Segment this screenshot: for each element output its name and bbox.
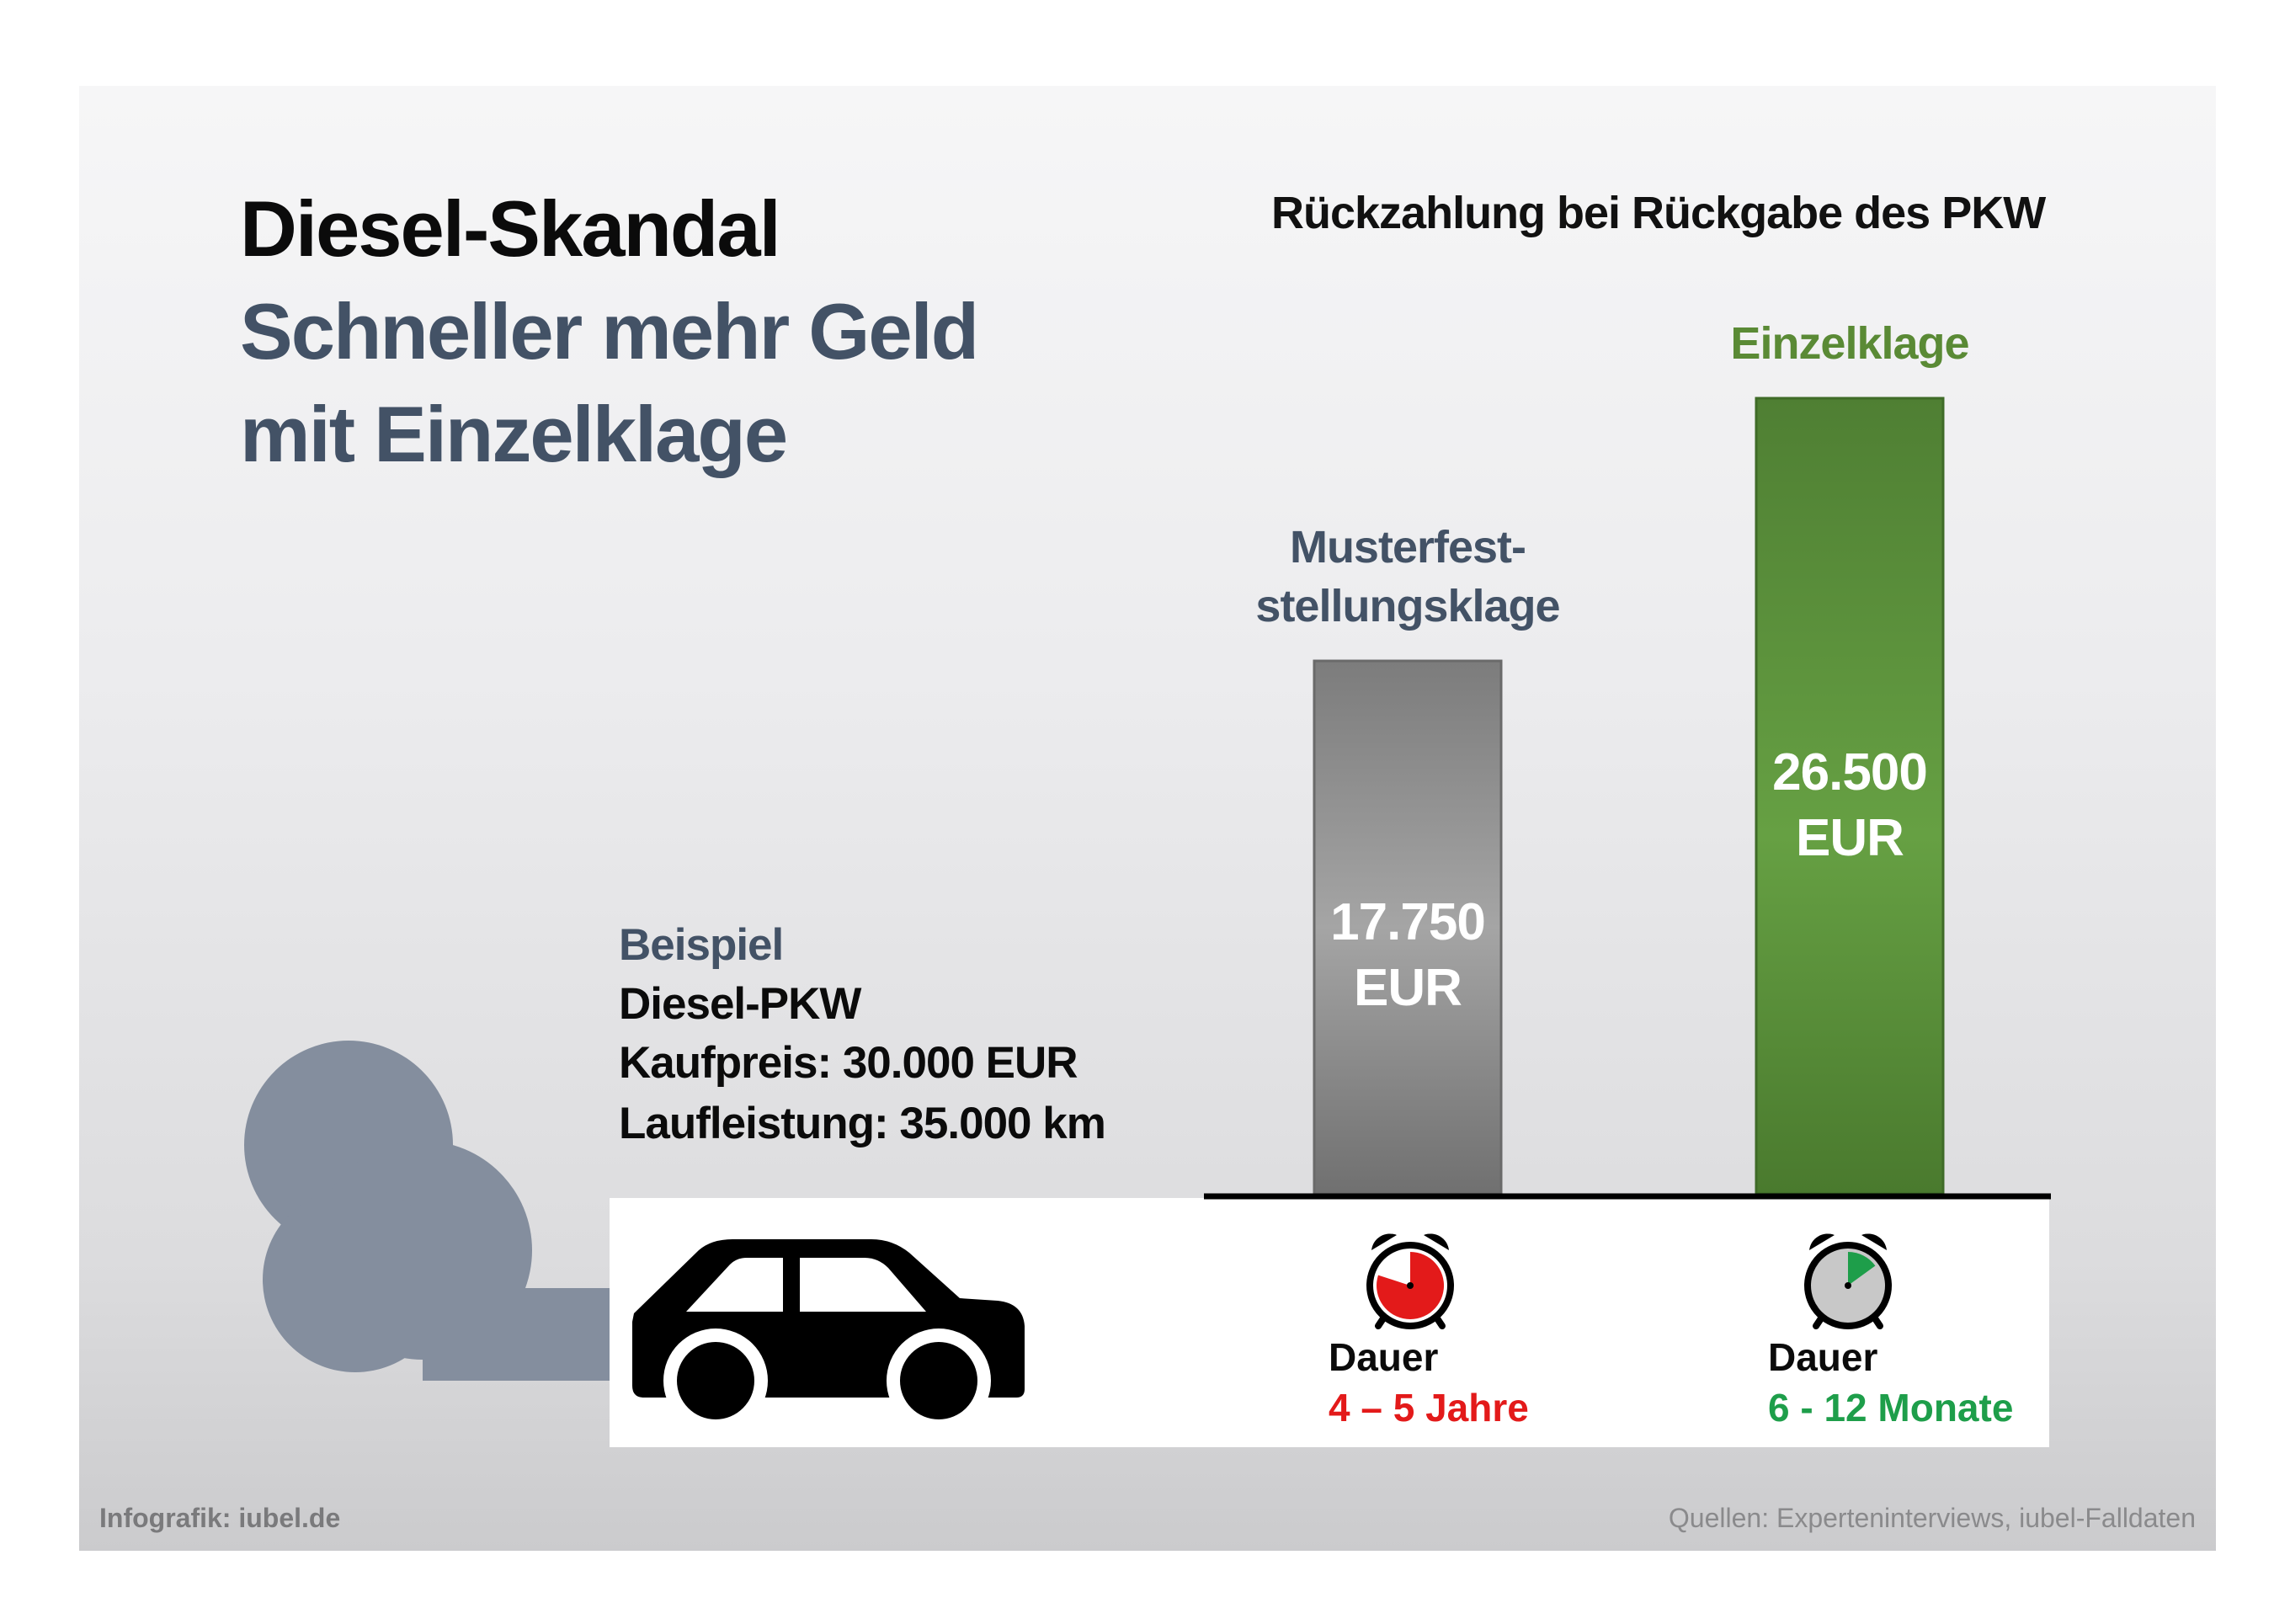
bar-value-label: 17.750 EUR <box>1330 893 1486 1018</box>
bar-0 <box>1313 659 1503 1195</box>
bar-1 <box>1755 397 1945 1195</box>
page-subtitle-line2: mit Einzelklage <box>240 390 788 478</box>
bar-category-label: Einzelklage <box>1730 318 1969 369</box>
duration-label: Dauer <box>1768 1335 1878 1379</box>
example-purchase-price: Kaufpreis: 30.000 EUR <box>619 1038 1078 1088</box>
page-title: Diesel-Skandal <box>240 184 781 273</box>
duration-value: 6 - 12 Monate <box>1768 1386 2014 1430</box>
car-icon <box>632 1239 1025 1433</box>
alarm-clock-icon <box>1804 1233 1892 1329</box>
exhaust-smoke-icon <box>244 1041 633 1381</box>
alarm-clock-icon <box>1366 1233 1454 1329</box>
duration-value: 4 – 5 Jahre <box>1329 1386 1529 1430</box>
example-label: Beispiel <box>619 920 784 970</box>
page-subtitle-line1: Schneller mehr Geld <box>240 287 979 375</box>
duration-label: Dauer <box>1329 1335 1439 1379</box>
infographic-credit: Infografik: iubel.de <box>99 1503 341 1533</box>
bar-value-label: 26.500 EUR <box>1772 743 1928 868</box>
chart-title: Rückzahlung bei Rückgabe des PKW <box>1271 188 2046 238</box>
example-mileage: Laufleistung: 35.000 km <box>619 1099 1106 1148</box>
example-car-type: Diesel-PKW <box>619 979 861 1029</box>
bar-category-label: Musterfest- stellungsklage <box>1255 522 1560 632</box>
sources-note: Quellen: Experteninterviews, iubel-Falld… <box>1668 1503 2196 1533</box>
